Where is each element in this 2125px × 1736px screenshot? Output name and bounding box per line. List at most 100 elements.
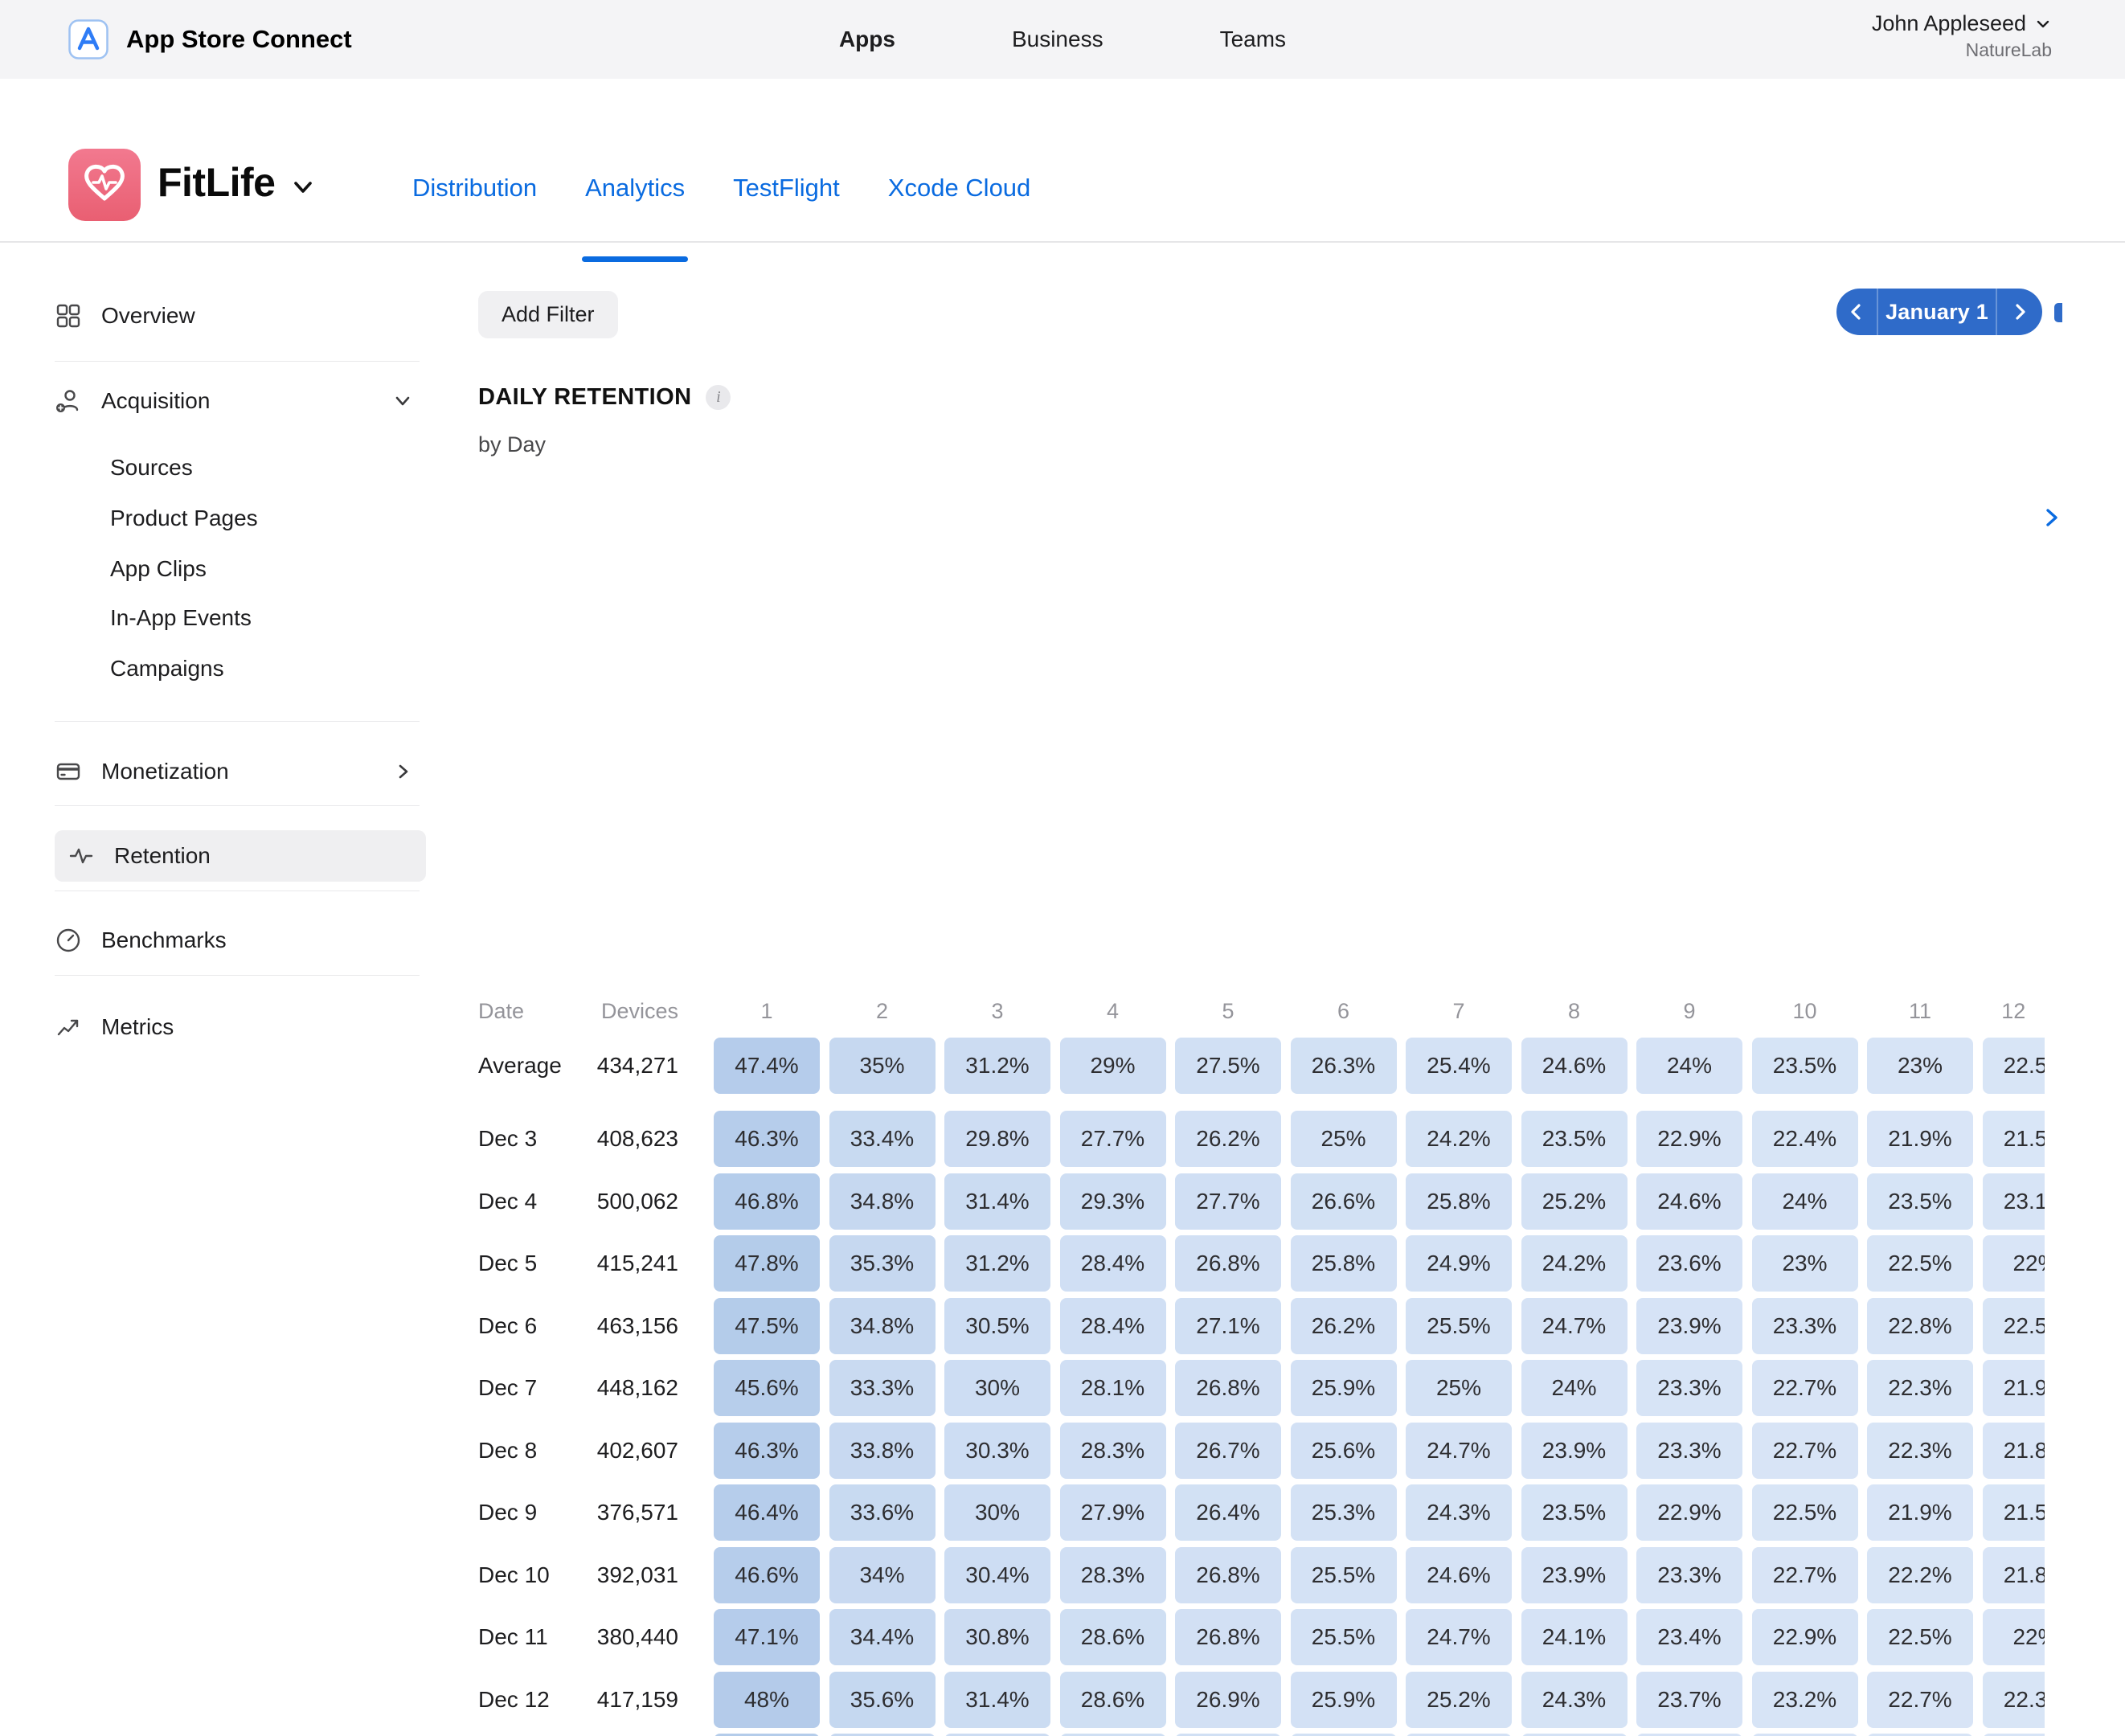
app-store-connect-logo-icon (68, 19, 109, 59)
retention-cell: 28.4% (1059, 1297, 1166, 1354)
retention-cell: 23.4% (1636, 1609, 1742, 1665)
tab-testflight[interactable]: TestFlight (733, 174, 840, 202)
row-date-label: Dec 4 (478, 1188, 538, 1214)
retention-cell: 34.8% (829, 1297, 936, 1354)
column-header-date: Date (478, 999, 525, 1023)
retention-cell: 47.9% (714, 1734, 820, 1736)
sidebar-divider (55, 721, 420, 722)
retention-cell: 21.9% (1867, 1484, 1973, 1541)
sidebar-item-in-app-events[interactable]: In-App Events (110, 605, 252, 630)
retention-cell: 23.5% (1521, 1484, 1628, 1541)
sidebar-item-monetization[interactable]: Monetization (55, 746, 426, 797)
row-date-label: Dec 9 (478, 1500, 538, 1525)
retention-cell: 24.7% (1521, 1297, 1628, 1354)
chevron-right-icon (2046, 509, 2057, 526)
retention-cell: 25.5% (1290, 1609, 1397, 1665)
retention-cell: 26.8% (1175, 1609, 1281, 1665)
tab-distribution[interactable]: Distribution (412, 174, 538, 202)
retention-cell: 30.8% (944, 1609, 1050, 1665)
tab-analytics[interactable]: Analytics (582, 166, 689, 262)
retention-cell: 31.2% (944, 1235, 1050, 1292)
column-header-day: 6 (1337, 999, 1350, 1023)
sidebar-item-metrics[interactable]: Metrics (55, 1001, 426, 1053)
retention-cell: 35.6% (829, 1671, 936, 1728)
chevron-down-icon (392, 391, 413, 411)
user-org: NatureLab (1965, 39, 2052, 60)
retention-cell: 31.2% (944, 1038, 1050, 1094)
column-header-day: 11 (1908, 999, 1932, 1023)
retention-cell: 24.6% (1636, 1173, 1742, 1230)
retention-cell: 33.8% (829, 1422, 936, 1479)
retention-cell: 26.9% (1175, 1671, 1281, 1728)
info-icon[interactable]: i (706, 385, 731, 410)
retention-cell: 46.8% (714, 1173, 820, 1230)
retention-cell: 28.6% (1059, 1671, 1166, 1728)
nav-item-apps[interactable]: Apps (838, 27, 895, 51)
column-header-devices: Devices (600, 999, 678, 1023)
sidebar-item-campaigns[interactable]: Campaigns (110, 656, 224, 681)
nav-item-business[interactable]: Business (1011, 27, 1103, 51)
retention-cell: 22.8% (1982, 1734, 2045, 1736)
app-switcher-chevron-icon[interactable] (289, 174, 317, 201)
retention-cell: 35% (829, 1038, 936, 1094)
pill-separator (1877, 289, 1878, 335)
retention-cell: 22.9% (1636, 1484, 1742, 1541)
retention-cell: 24% (1636, 1038, 1742, 1094)
tab-xcode-cloud[interactable]: Xcode Cloud (887, 174, 1031, 202)
credit-card-icon (55, 758, 82, 785)
pulse-icon (68, 842, 95, 870)
top-navigation-bar: App Store Connect Apps Business Teams Jo… (0, 0, 2125, 80)
retention-cell: 33.6% (829, 1484, 936, 1541)
retention-cell: 22.7% (1867, 1671, 1973, 1728)
nav-item-teams[interactable]: Teams (1219, 27, 1287, 51)
sidebar-item-retention[interactable]: Retention (55, 830, 426, 882)
sidebar-item-benchmarks[interactable]: Benchmarks (55, 915, 426, 966)
retention-cell: 22.5% (1867, 1609, 1973, 1665)
retention-cell: 24.7% (1406, 1609, 1512, 1665)
retention-cell: 25.5% (1290, 1546, 1397, 1603)
sidebar-divider (55, 361, 420, 362)
row-devices-value: 417,159 (596, 1686, 678, 1712)
row-devices-value: 408,623 (596, 1126, 678, 1151)
app-header: FitLife Distribution Analytics TestFligh… (0, 79, 2125, 262)
column-header-day: 1 (760, 999, 773, 1023)
retention-cell: 25% (1290, 1111, 1397, 1167)
next-columns-button[interactable] (2037, 503, 2066, 532)
retention-cell: 24.2% (1406, 1111, 1512, 1167)
retention-cell: 33.3% (829, 1360, 936, 1416)
retention-cell: 46.4% (714, 1484, 820, 1541)
retention-cell: 22.7% (1751, 1546, 1858, 1603)
next-day-button[interactable] (1997, 289, 2042, 335)
retention-cell: 22.9% (1751, 1609, 1858, 1665)
sidebar-item-overview[interactable]: Overview (55, 290, 426, 342)
row-devices-value: 392,031 (596, 1562, 678, 1587)
row-date-label: Dec 3 (478, 1126, 538, 1151)
retention-cell: 46.6% (714, 1546, 820, 1603)
retention-cell: 28.6% (1059, 1609, 1166, 1665)
chevron-right-icon (2016, 304, 2025, 320)
retention-cell: 23.6% (1751, 1734, 1858, 1736)
sidebar-item-acquisition[interactable]: Acquisition (55, 375, 426, 427)
sidebar-item-product-pages[interactable]: Product Pages (110, 506, 258, 530)
retention-cell: 23.9% (1521, 1546, 1628, 1603)
retention-cell: 22.5% (1751, 1484, 1858, 1541)
retention-cell: 22.3% (1982, 1671, 2045, 1728)
column-header-day: 10 (1792, 999, 1817, 1023)
retention-cell: 23.5% (1867, 1173, 1973, 1230)
retention-cell: 47.1% (714, 1609, 820, 1665)
retention-cell: 26.2% (1290, 1297, 1397, 1354)
row-devices-value: 380,440 (596, 1624, 678, 1649)
previous-day-button[interactable] (1836, 289, 1877, 335)
retention-cell: 27.1% (1175, 1297, 1281, 1354)
sidebar-item-sources[interactable]: Sources (110, 455, 193, 480)
retention-cell: 24.6% (1521, 1038, 1628, 1094)
row-devices-value: 415,241 (596, 1251, 678, 1275)
column-header-day: 12 (2001, 999, 2026, 1023)
date-label[interactable]: January 1 (1878, 289, 1996, 335)
retention-cell: 29.8% (944, 1111, 1050, 1167)
user-menu[interactable]: John Appleseed NatureLab (1872, 11, 2052, 61)
pill-separator (1996, 289, 1997, 335)
sidebar-item-app-clips[interactable]: App Clips (110, 556, 207, 581)
add-filter-button[interactable]: Add Filter (478, 291, 618, 338)
retention-cell: 45.6% (714, 1360, 820, 1416)
